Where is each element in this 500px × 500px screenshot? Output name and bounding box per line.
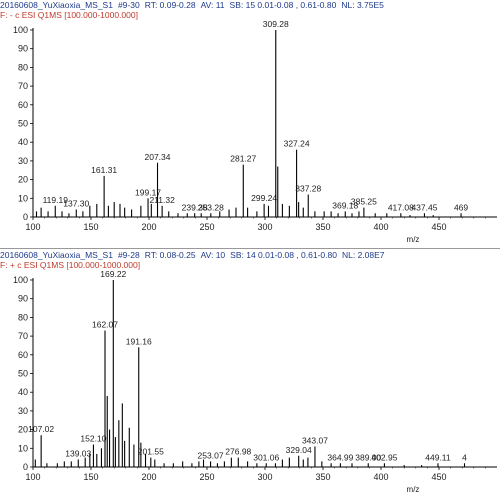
subtract-background: SB: 14 0.01-0.08 , 0.61-0.80	[230, 250, 337, 260]
y-tick-label: 10	[18, 193, 28, 203]
x-tick-label: 300	[257, 222, 272, 232]
x-axis-label: m/z	[407, 485, 420, 494]
panel-divider	[0, 248, 500, 249]
peak-label: 199.17	[135, 187, 161, 197]
peak-label: 276.98	[225, 447, 251, 457]
y-tick-label: 90	[18, 44, 28, 54]
y-tick-label: 30	[18, 156, 28, 166]
average-count: AV: 11	[200, 0, 225, 10]
y-tick-label: 70	[18, 331, 28, 341]
y-tick-label: 10	[18, 443, 28, 453]
peak-label: 107.02	[28, 424, 54, 434]
peak-label: 299.24	[251, 193, 277, 203]
peak-label: 337.28	[295, 184, 321, 194]
scan-header: 20160608_YuXiaoxia_MS_S1 #9-30 RT: 0.09-0.…	[0, 0, 389, 10]
peak-label: 169.22	[100, 269, 126, 279]
peak-label: 191.16	[126, 336, 152, 346]
peak-label: 469	[454, 202, 468, 212]
scan-range: #9-28	[117, 250, 140, 260]
normalization-level: NL: 2.08E7	[341, 250, 385, 260]
x-tick-label: 350	[315, 472, 330, 482]
y-tick-label: 20	[18, 175, 28, 185]
peak-label: 207.34	[145, 152, 171, 162]
y-tick-label: 70	[18, 81, 28, 91]
y-tick-label: 40	[18, 387, 28, 397]
y-tick-label: 0	[23, 212, 28, 222]
x-tick-label: 300	[257, 472, 272, 482]
peak-label: 449.11	[425, 452, 451, 462]
y-tick-label: 60	[18, 350, 28, 360]
retention-time: RT: 0.09-0.28	[144, 0, 196, 10]
spectrum-panel-positive: 20160608_YuXiaoxia_MS_S1 #9-28 RT: 0.08-0.…	[0, 250, 500, 500]
peak-label: 329.04	[286, 445, 312, 455]
y-tick-label: 50	[18, 119, 28, 129]
peak-label: 161.31	[91, 165, 117, 175]
peak-label: 4	[462, 452, 467, 462]
peak-label: 309.28	[263, 19, 289, 29]
scan-filter: F: - c ESI Q1MS [100.000-1000.000]	[0, 10, 138, 20]
x-tick-label: 350	[315, 222, 330, 232]
x-tick-label: 250	[199, 472, 214, 482]
peak-label: 437.45	[411, 202, 437, 212]
peak-label: 211.32	[149, 195, 175, 205]
peak-label: 369.18	[332, 200, 358, 210]
x-tick-label: 450	[431, 222, 446, 232]
average-count: AV: 10	[200, 250, 226, 260]
file-name: 20160608_YuXiaoxia_MS_S1	[0, 0, 113, 10]
spectrum-panel-negative: 20160608_YuXiaoxia_MS_S1 #9-30 RT: 0.09-0.…	[0, 0, 500, 249]
peak-label: 343.07	[302, 435, 328, 445]
peak-label: 162.07	[92, 319, 118, 329]
x-tick-label: 200	[141, 472, 156, 482]
y-tick-label: 30	[18, 406, 28, 416]
x-axis-label: m/z	[407, 235, 420, 244]
y-tick-label: 20	[18, 425, 28, 435]
peak-label: 385.25	[351, 197, 377, 207]
x-tick-label: 150	[83, 472, 98, 482]
peak-label: 152.10	[80, 434, 106, 444]
x-tick-label: 250	[199, 222, 214, 232]
x-tick-label: 400	[373, 472, 388, 482]
y-tick-label: 40	[18, 137, 28, 147]
y-tick-label: 60	[18, 100, 28, 110]
y-tick-label: 80	[18, 312, 28, 322]
x-tick-label: 400	[373, 222, 388, 232]
file-name: 20160608_YuXiaoxia_MS_S1	[0, 250, 113, 260]
peak-label: 301.06	[253, 452, 279, 462]
peak-label: 201.55	[138, 447, 164, 457]
peak-label: 389.00	[355, 452, 381, 462]
y-tick-label: 100	[13, 275, 28, 285]
subtract-background: SB: 15 0.01-0.08 , 0.61-0.80	[229, 0, 337, 10]
normalization-level: NL: 3.75E5	[341, 0, 384, 10]
scan-header: 20160608_YuXiaoxia_MS_S1 #9-28 RT: 0.08-0.…	[0, 250, 390, 260]
x-tick-label: 200	[141, 222, 156, 232]
peak-label: 402.95	[371, 452, 397, 462]
peak-label: 364.99	[327, 452, 353, 462]
peak-label: 137.30	[63, 199, 89, 209]
scan-range: #9-30	[117, 0, 140, 10]
peak-label: 119.19	[43, 195, 69, 205]
y-tick-label: 50	[18, 369, 28, 379]
y-tick-label: 90	[18, 294, 28, 304]
y-tick-label: 80	[18, 62, 28, 72]
peak-label: 327.24	[284, 139, 310, 149]
peak-label: 417.08	[388, 202, 414, 212]
peak-label: 253.28	[198, 202, 224, 212]
retention-time: RT: 0.08-0.25	[144, 250, 196, 260]
x-tick-label: 450	[431, 472, 446, 482]
x-tick-label: 150	[83, 222, 98, 232]
peak-label: 281.27	[230, 154, 256, 164]
scan-filter: F: + c ESI Q1MS [100.000-1000.000]	[0, 260, 141, 270]
peak-label: 253.07	[198, 450, 224, 460]
mass-spectrum-chart-positive: 0 10 20 30 40 50 60 70 80 90 100 100 150 200 250 300 350…	[13, 269, 497, 494]
x-tick-label: 100	[25, 222, 40, 232]
x-tick-label: 100	[25, 472, 40, 482]
mass-spectrum-chart-negative: 0 10 20 30 40 50 60 70 80 90 100 100 150 200 250 300 350…	[13, 19, 497, 244]
y-tick-label: 100	[13, 25, 28, 35]
peak-label: 139.03	[65, 449, 91, 459]
y-tick-label: 0	[23, 462, 28, 472]
peak-label: 239.38	[182, 202, 208, 212]
